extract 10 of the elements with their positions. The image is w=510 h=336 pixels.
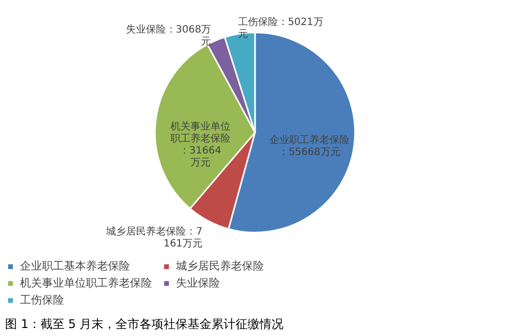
legend-label: 企业职工基本养老保险 [20, 260, 130, 273]
legend-label: 机关事业单位职工养老保险 [20, 276, 152, 290]
legend-label: 城乡居民养老保险 [175, 260, 264, 273]
data-label: 失业保险：3068万元 [126, 23, 212, 48]
data-label: 企业职工养老保险：55668万元 [270, 134, 350, 158]
legend-label: 失业保险 [176, 276, 220, 290]
data-label: 机关事业单位职工养老保险：31664万元 [170, 120, 230, 169]
caption: 图 1：截至 5 月末，全市各项社保基金累计征缴情况 [5, 317, 284, 331]
data-label: 城乡居民养老保险：7161万元 [105, 225, 203, 250]
legend-label: 工伤保险 [20, 294, 64, 306]
